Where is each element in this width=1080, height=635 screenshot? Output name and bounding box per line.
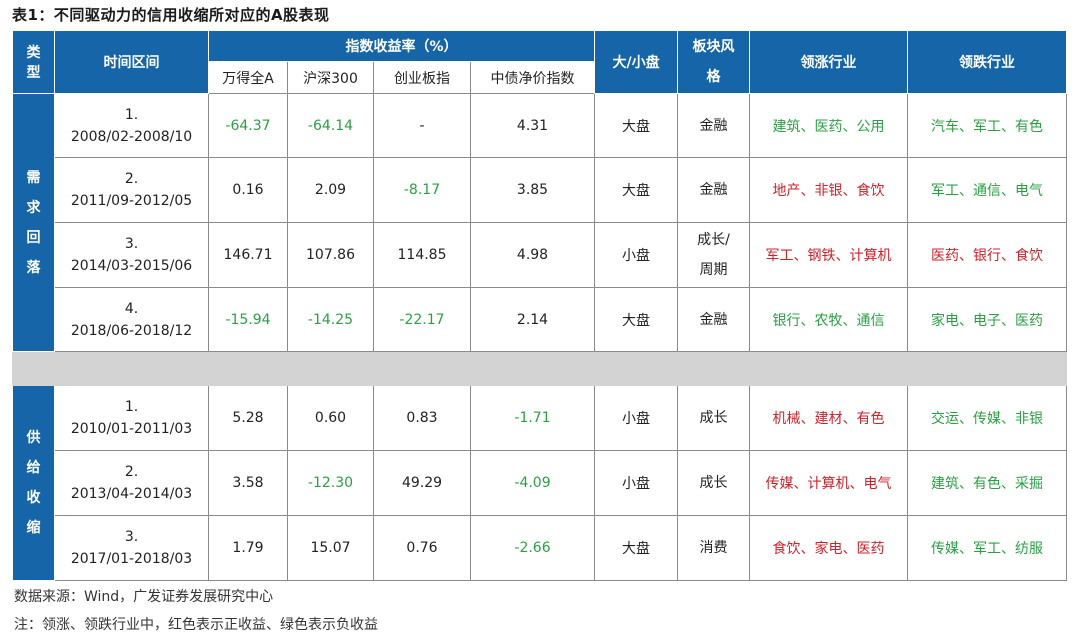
leading-industries: 建筑、医药、公用 (749, 93, 909, 158)
size-cell: 大盘 (594, 93, 679, 158)
style-cell: 成长 (677, 450, 751, 516)
color-note: 注：领涨、领跌行业中，红色表示正收益、绿色表示负收益 (14, 617, 378, 633)
lagging-industries: 军工、通信、电气 (907, 157, 1068, 223)
size-cell: 大盘 (594, 515, 679, 581)
style-cell: 金融 (677, 157, 751, 223)
period-cell: 1. 2008/02-2008/10 (54, 93, 209, 158)
size-cell: 小盘 (594, 222, 679, 288)
wind-value: 3.58 (208, 450, 288, 516)
size-cell: 小盘 (594, 385, 679, 451)
gem-value: -22.17 (373, 287, 471, 352)
size-cell: 小盘 (594, 450, 679, 516)
bond-value: -2.66 (469, 515, 596, 581)
hs300-value: 107.86 (287, 222, 374, 288)
header-leading: 领涨行业 (749, 30, 909, 94)
hs300-value: -12.30 (287, 450, 374, 516)
wind-value: 5.28 (208, 385, 288, 451)
table-row: 2. 2013/04-2014/03 3.58 -12.30 49.29 -4.09 小盘成… (13, 450, 1068, 516)
header-returns-group: 指数收益率（%） (207, 30, 596, 62)
period-cell: 1. 2010/01-2011/03 (54, 385, 209, 451)
leading-industries: 食饮、家电、医药 (749, 515, 909, 581)
bond-value: -4.09 (469, 450, 596, 516)
table-row: 4. 2018/06-2018/12 -15.94 -14.25 -22.17 2.14 大… (13, 287, 1068, 352)
lagging-industries: 家电、电子、医药 (907, 287, 1068, 352)
period-cell: 3. 2017/01-2018/03 (54, 515, 209, 581)
leading-industries: 银行、农牧、通信 (749, 287, 909, 352)
lagging-industries: 汽车、军工、有色 (907, 93, 1068, 158)
hs300-value: 2.09 (287, 157, 374, 223)
table-row: 需求回落 1. 2008/02-2008/10 -64.37 -64.14-4.31 大盘… (12, 93, 1068, 352)
table-row: 3. 2014/03-2015/06 146.71 107.86 114.85 4.98 小… (13, 222, 1068, 288)
gem-value: -8.17 (373, 157, 471, 223)
hs300-value: 0.60 (287, 385, 374, 451)
style-cell: 成长 (677, 385, 751, 451)
hs300-value: 15.07 (287, 515, 374, 581)
bond-value: -1.71 (469, 385, 596, 451)
header-wind-all-a: 万得全A (208, 61, 288, 94)
lagging-industries: 建筑、有色、采掘 (907, 450, 1068, 516)
header-period: 时间区间 (54, 30, 209, 94)
leading-industries: 军工、钢铁、计算机 (749, 222, 909, 288)
table-row: 供给收缩 1. 2010/01-2011/03 5.28 0.60 0.83 -1.71 小盘… (12, 385, 1068, 581)
wind-value: -64.37 (208, 93, 288, 158)
period-cell: 3. 2014/03-2015/06 (54, 222, 209, 288)
style-cell: 金融 (677, 287, 751, 352)
wind-value: 0.16 (208, 157, 288, 223)
header-bond-index: 中债净价指数 (469, 61, 596, 94)
gem-value: 114.85 (373, 222, 471, 288)
header-gem-index: 创业板指 (373, 61, 471, 94)
hs300-value: -14.25 (287, 287, 374, 352)
style-cell: 消费 (677, 515, 751, 581)
leading-industries: 传媒、计算机、电气 (749, 450, 909, 516)
credit-contraction-table: 类 型 时间区间 指数收益率（%） 大/小盘 板块风 格 领涨行业 领跌行业 万… (11, 30, 1068, 581)
lagging-industries: 传媒、军工、纺服 (907, 515, 1068, 581)
group-label: 供给收缩 (12, 385, 55, 581)
size-cell: 大盘 (594, 287, 679, 352)
leading-industries: 地产、非银、食饮 (749, 157, 909, 223)
gem-value: 0.76 (373, 515, 471, 581)
group-separator (11, 351, 1068, 386)
bond-value: 4.98 (469, 222, 596, 288)
gem-value: 49.29 (373, 450, 471, 516)
gem-value: 0.83 (373, 385, 471, 451)
bond-value: 2.14 (469, 287, 596, 352)
lagging-industries: 医药、银行、食饮 (907, 222, 1068, 288)
period-cell: 2. 2011/09-2012/05 (54, 157, 209, 223)
wind-value: 1.79 (208, 515, 288, 581)
gem-value: - (373, 93, 471, 158)
header-style: 板块风 格 (677, 30, 751, 94)
header-lagging: 领跌行业 (907, 30, 1068, 94)
leading-industries: 机械、建材、有色 (749, 385, 909, 451)
style-cell: 金融 (677, 93, 751, 158)
header-hs300: 沪深300 (287, 61, 374, 94)
table-row: 2. 2011/09-2012/05 0.16 2.09 -8.17 3.85 大盘 金融 地产… (13, 157, 1068, 223)
header-type: 类 型 (12, 30, 55, 94)
wind-value: -15.94 (208, 287, 288, 352)
period-cell: 4. 2018/06-2018/12 (54, 287, 209, 352)
size-cell: 大盘 (594, 157, 679, 223)
source-note: 数据来源：Wind，广发证券发展研究中心 (14, 589, 274, 605)
bond-value: 3.85 (469, 157, 596, 223)
table-row: 3. 2017/01-2018/03 1.79 15.07 0.76 -2.66 大盘 消费食… (13, 515, 1068, 581)
table-title: 表1：不同驱动力的信用收缩所对应的A股表现 (12, 6, 330, 24)
hs300-value: -64.14 (287, 93, 374, 158)
style-cell: 成长/周期 (677, 222, 751, 288)
bond-value: 4.31 (469, 93, 596, 158)
group-label: 需求回落 (12, 93, 55, 352)
lagging-industries: 交运、传媒、非银 (907, 385, 1068, 451)
period-cell: 2. 2013/04-2014/03 (54, 450, 209, 516)
header-size: 大/小盘 (594, 30, 679, 94)
wind-value: 146.71 (208, 222, 288, 288)
